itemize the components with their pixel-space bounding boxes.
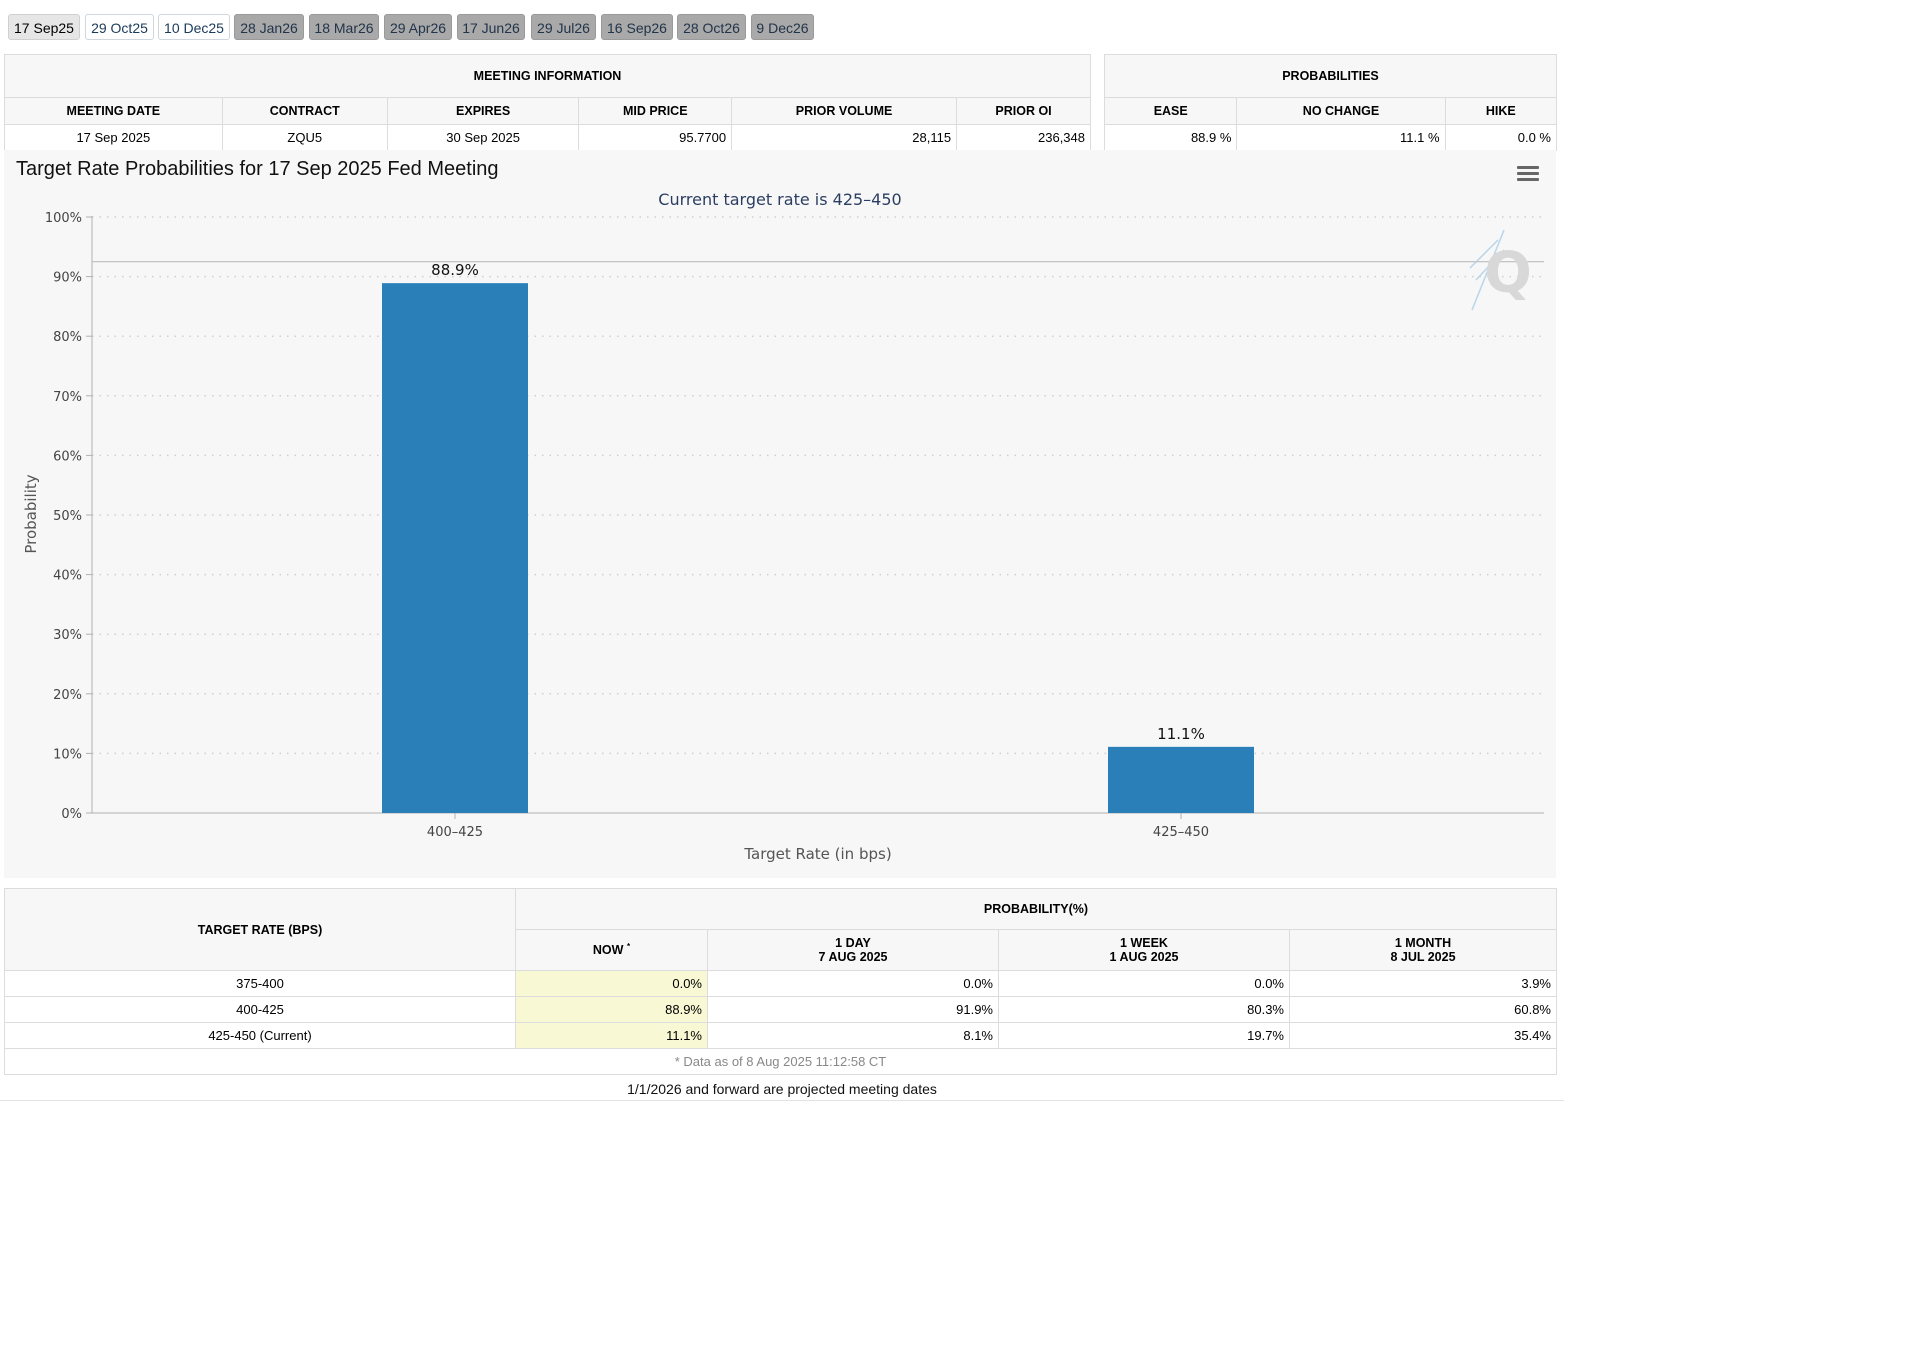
bar — [382, 283, 528, 813]
watermark-letter: Q — [1484, 241, 1532, 306]
cell-ease: 88.9 % — [1103, 124, 1238, 151]
cell-1-week: 0.0% — [998, 970, 1290, 997]
tab-meeting-10[interactable]: 9 Dec26 — [751, 14, 814, 40]
table-row: 375-400 0.0% 0.0% 0.0% 3.9% — [4, 970, 1557, 997]
col-1-week-label: 1 WEEK — [1120, 936, 1168, 950]
tab-meeting-6[interactable]: 17 Jun26 — [457, 14, 525, 40]
cell-1-week: 19.7% — [998, 1022, 1290, 1049]
col-1-month-label: 1 MONTH — [1394, 936, 1452, 950]
y-axis-ticks: 0% 10% 20% 30% 40% 50% 60% 70% 80% 90% 100% — [45, 211, 92, 822]
tab-meeting-3[interactable]: 28 Jan26 — [234, 14, 304, 40]
col-hike: HIKE — [1444, 97, 1558, 125]
col-now: NOW * — [515, 929, 708, 971]
cell-1-day: 0.0% — [707, 970, 999, 997]
gridlines — [92, 216, 1544, 755]
table-row: 400-425 88.9% 91.9% 80.3% 60.8% — [4, 996, 1557, 1023]
col-mid-price: MID PRICE — [578, 97, 733, 125]
cell-prior-volume: 28,115 — [731, 124, 958, 151]
q-watermark-icon: Q — [1469, 229, 1532, 311]
y-tick-label: 90% — [53, 271, 82, 286]
x-axis-labels: 400–425 425–450 — [427, 813, 1209, 840]
cell-1-day: 8.1% — [707, 1022, 999, 1049]
cell-expires: 30 Sep 2025 — [386, 124, 580, 151]
cell-now: 88.9% — [515, 996, 708, 1023]
table-row: 425-450 (Current) 11.1% 8.1% 19.7% 35.4% — [4, 1022, 1557, 1049]
cell-mid-price: 95.7700 — [578, 124, 733, 151]
cell-no-change: 11.1 % — [1236, 124, 1446, 151]
y-tick-label: 100% — [45, 211, 82, 226]
y-tick-label: 0% — [61, 807, 82, 822]
col-now-asterisk: * — [626, 942, 631, 952]
x-axis-title: Target Rate (in bps) — [743, 845, 891, 863]
col-prior-oi: PRIOR OI — [956, 97, 1091, 125]
cell-rate: 400-425 — [4, 996, 516, 1023]
col-contract: CONTRACT — [221, 97, 388, 125]
bars: 88.9% 11.1% — [382, 261, 1254, 813]
col-probability: PROBABILITY(%) — [515, 888, 1557, 930]
cell-contract: ZQU5 — [221, 124, 388, 151]
y-tick-label: 70% — [53, 390, 82, 405]
rate-probability-table: TARGET RATE (BPS) PROBABILITY(%) NOW * 1… — [4, 888, 1557, 1075]
col-1-month-date: 8 JUL 2025 — [1390, 950, 1456, 964]
tab-meeting-1[interactable]: 29 Oct25 — [85, 14, 154, 40]
bar-data-label: 88.9% — [431, 261, 479, 279]
cell-1-week: 80.3% — [998, 996, 1290, 1023]
y-tick-label: 30% — [53, 628, 82, 643]
y-axis-title: Probability — [22, 474, 40, 553]
tab-meeting-7[interactable]: 29 Jul26 — [531, 14, 596, 40]
col-1-week-date: 1 AUG 2025 — [1109, 950, 1179, 964]
tab-meeting-0[interactable]: 17 Sep25 — [8, 14, 80, 40]
footer-divider — [0, 1100, 1564, 1101]
col-1-day-label: 1 DAY — [835, 936, 871, 950]
y-tick-label: 10% — [53, 747, 82, 762]
probabilities-title: PROBABILITIES — [1104, 54, 1557, 98]
bar — [1108, 746, 1254, 813]
y-tick-label: 60% — [53, 449, 82, 464]
cell-rate: 375-400 — [4, 970, 516, 997]
col-1-day: 1 DAY 7 AUG 2025 — [707, 929, 999, 971]
cell-prior-oi: 236,348 — [956, 124, 1091, 151]
cell-meeting-date: 17 Sep 2025 — [4, 124, 223, 151]
col-no-change: NO CHANGE — [1236, 97, 1446, 125]
tab-meeting-8[interactable]: 16 Sep26 — [601, 14, 673, 40]
y-tick-label: 40% — [53, 569, 82, 584]
cell-hike: 0.0 % — [1444, 124, 1558, 151]
meeting-information-table: MEETING INFORMATION MEETING DATE CONTRAC… — [4, 54, 1091, 151]
col-1-week: 1 WEEK 1 AUG 2025 — [998, 929, 1290, 971]
col-expires: EXPIRES — [386, 97, 580, 125]
x-tick-label: 400–425 — [427, 825, 483, 840]
probability-bar-chart: Current target rate is 425–450 0% 10% 20% 3… — [22, 190, 1544, 863]
col-1-month: 1 MONTH 8 JUL 2025 — [1289, 929, 1557, 971]
footer-note: 1/1/2026 and forward are projected meeti… — [627, 1081, 937, 1097]
tab-meeting-2[interactable]: 10 Dec25 — [158, 14, 230, 40]
tab-meeting-4[interactable]: 18 Mar26 — [309, 14, 379, 40]
cell-rate: 425-450 (Current) — [4, 1022, 516, 1049]
col-target-rate: TARGET RATE (BPS) — [4, 888, 516, 971]
col-now-label: NOW — [592, 943, 624, 958]
tab-meeting-9[interactable]: 28 Oct26 — [677, 14, 746, 40]
y-tick-label: 50% — [53, 509, 82, 524]
col-1-day-date: 7 AUG 2025 — [818, 950, 888, 964]
chart-title: Target Rate Probabilities for 17 Sep 202… — [16, 158, 499, 180]
col-meeting-date: MEETING DATE — [4, 97, 223, 125]
y-tick-label: 80% — [53, 330, 82, 345]
meeting-information-title: MEETING INFORMATION — [4, 54, 1091, 98]
cell-1-month: 3.9% — [1289, 970, 1557, 997]
y-tick-label: 20% — [53, 688, 82, 703]
col-prior-volume: PRIOR VOLUME — [731, 97, 958, 125]
chart-panel: Target Rate Probabilities for 17 Sep 202… — [4, 150, 1556, 878]
probabilities-table: PROBABILITIES EASE NO CHANGE HIKE 88.9 %… — [1103, 54, 1558, 151]
cell-1-month: 60.8% — [1289, 996, 1557, 1023]
x-tick-label: 425–450 — [1153, 825, 1209, 840]
cell-now: 11.1% — [515, 1022, 708, 1049]
cell-1-day: 91.9% — [707, 996, 999, 1023]
chart-subtitle: Current target rate is 425–450 — [658, 190, 901, 209]
bar-data-label: 11.1% — [1157, 725, 1205, 743]
cell-1-month: 35.4% — [1289, 1022, 1557, 1049]
hamburger-menu-icon[interactable] — [1517, 166, 1539, 184]
data-timestamp-note: * Data as of 8 Aug 2025 11:12:58 CT — [4, 1048, 1557, 1075]
cell-now: 0.0% — [515, 970, 708, 997]
tab-meeting-5[interactable]: 29 Apr26 — [384, 14, 452, 40]
col-ease: EASE — [1103, 97, 1238, 125]
